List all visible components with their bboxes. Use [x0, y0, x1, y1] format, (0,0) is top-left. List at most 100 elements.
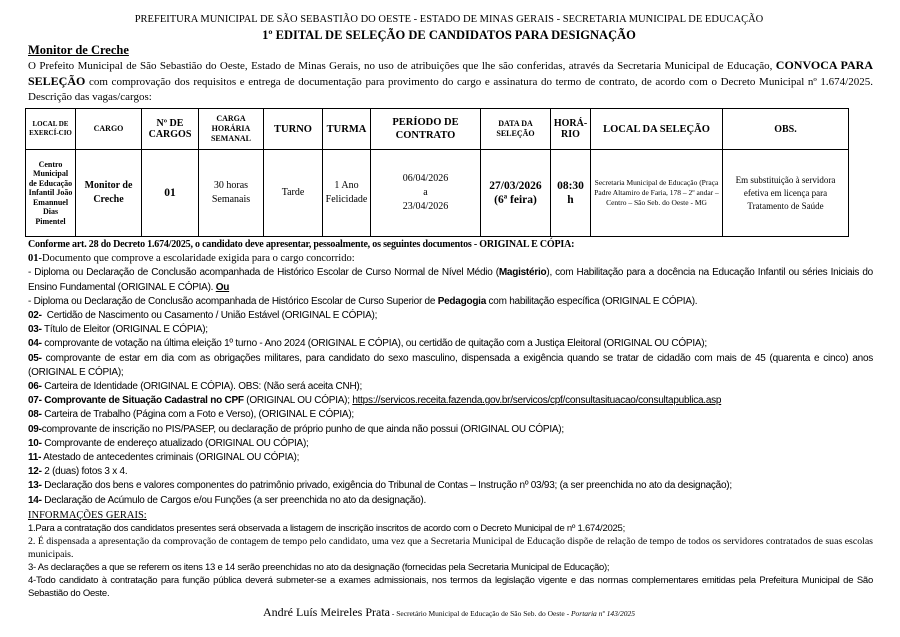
doc-item: 03- Título de Eleitor (ORIGINAL E CÓPIA)…	[28, 323, 873, 337]
document-subtitle: Monitor de Creche	[28, 43, 129, 57]
cell-periodo: 06/04/2026 a 23/04/2026	[370, 149, 481, 237]
doc-item-01: 01-Documento que comprove a escolaridade…	[28, 252, 873, 266]
cell-cargo: Monitor de Creche	[75, 149, 142, 237]
doc-item: 10- Comprovante de endereço atualizado (…	[28, 437, 873, 451]
periodo-fim: 23/04/2026	[402, 201, 449, 212]
info-item: 4-Todo candidato à contratação para funç…	[28, 574, 873, 599]
intro-text-2: com comprovação dos requisitos e entrega…	[28, 76, 873, 103]
col-carga-horaria: CARGA HORÁRIA SEMANAL	[198, 108, 264, 150]
item-text: Carteira de Identidade (ORIGINAL E CÓPIA…	[41, 381, 363, 393]
item-text: Declaração dos bens e valores componente…	[41, 480, 732, 492]
item-text: com habilitação específica (ORIGINAL E C…	[486, 295, 698, 307]
item-number: 10-	[28, 437, 42, 449]
item-number: 02-	[28, 310, 42, 322]
info-title: INFORMAÇÕES GERAIS:	[28, 509, 147, 521]
doc-item-01b: - Diploma ou Declaração de Conclusão aco…	[28, 295, 873, 309]
doc-item: 12- 2 (duas) fotos 3 x 4.	[28, 465, 873, 479]
doc-item: 06- Carteira de Identidade (ORIGINAL E C…	[28, 380, 873, 394]
item-number: 11-	[28, 452, 42, 464]
item-number: 07-	[28, 395, 42, 407]
document-title: 1º EDITAL DE SELEÇÃO DE CANDIDATOS PARA …	[262, 28, 636, 42]
item-text: Declaração de Acúmulo de Cargos e/ou Fun…	[41, 494, 427, 506]
item-text: 2 (duas) fotos 3 x 4.	[41, 466, 128, 478]
col-turno: TURNO	[263, 108, 323, 150]
item-bold: Pedagogia	[437, 295, 487, 307]
cell-obs: Em substituição à servidora efetiva em l…	[722, 149, 849, 237]
item-text: Certidão de Nascimento ou Casamento / Un…	[41, 310, 378, 322]
info-item: 3- As declarações a que se referem os it…	[28, 561, 610, 573]
intro-paragraph: O Prefeito Municipal de São Sebastião do…	[28, 58, 873, 105]
general-information: INFORMAÇÕES GERAIS: 1.Para a contratação…	[28, 509, 873, 600]
doc-item: 08- Carteira de Trabalho (Página com a F…	[28, 408, 873, 422]
signatory-name: André Luís Meireles Prata	[263, 604, 390, 619]
item-text: Documento que comprove a escolaridade ex…	[42, 253, 355, 265]
item-number: 04-	[28, 338, 42, 350]
col-numero-cargos: Nº DE CARGOS	[141, 108, 199, 150]
col-periodo: PERÍODO DE CONTRATO	[370, 108, 481, 150]
col-obs: OBS.	[722, 108, 849, 150]
documents-intro: Conforme art. 28 do Decreto 1.674/2025, …	[28, 239, 575, 250]
doc-item: 14- Declaração de Acúmulo de Cargos e/ou…	[28, 494, 873, 508]
item-text: Carteira de Trabalho (Página com a Foto …	[41, 409, 354, 421]
item-number: 13-	[28, 480, 42, 492]
item-text: Título de Eleitor (ORIGINAL E CÓPIA);	[41, 324, 208, 336]
cell-numero: 01	[141, 149, 199, 237]
doc-item-01a: - Diploma ou Declaração de Conclusão aco…	[28, 266, 873, 294]
item-text: comprovante de estar em dia com as obrig…	[28, 352, 873, 378]
item-text: comprovante de inscrição no PIS/PASEP, o…	[41, 423, 564, 435]
item-text: - Diploma ou Declaração de Conclusão aco…	[28, 267, 499, 279]
documents-list: Conforme art. 28 do Decreto 1.674/2025, …	[28, 238, 873, 508]
cell-horario: 08:30 h	[550, 149, 591, 237]
item-number: 06-	[28, 381, 42, 393]
doc-item: 02- Certidão de Nascimento ou Casamento …	[28, 309, 873, 323]
item-text: Atestado de antecedentes criminais (ORIG…	[41, 452, 300, 464]
cell-turno: Tarde	[263, 149, 323, 237]
doc-item: 13- Declaração dos bens e valores compon…	[28, 479, 873, 493]
col-local-exercicio: LOCAL DE EXERCÍ-CIO	[25, 108, 76, 150]
item-text: Comprovante de endereço atualizado (ORIG…	[41, 437, 309, 449]
periodo-inicio: 06/04/2026	[402, 173, 449, 184]
signatory-role: - Secretário Municipal de Educação de Sã…	[389, 608, 571, 618]
item-bold: Comprovante de Situação Cadastral no CPF	[41, 395, 244, 407]
vacancy-table: LOCAL DE EXERCÍ-CIO CARGO Nº DE CARGOS C…	[25, 108, 849, 237]
cell-data: 27/03/2026 (6ª feira)	[480, 149, 551, 237]
data-selecao: 27/03/2026	[489, 180, 542, 192]
item-number: 12-	[28, 466, 42, 478]
cell-local: Centro Municipal de Educação Infantil Jo…	[25, 149, 76, 237]
col-cargo: CARGO	[75, 108, 142, 150]
col-data-selecao: DATA DA SELEÇÃO	[480, 108, 551, 150]
item-text: (ORIGINAL OU CÓPIA);	[243, 395, 353, 407]
doc-item: 05- comprovante de estar em dia com as o…	[28, 352, 873, 380]
intro-bold: CONVOCA PARA SELEÇÃO	[28, 58, 873, 88]
item-text: comprovante de votação na última eleição…	[41, 338, 707, 350]
item-bold: Magistério	[498, 267, 547, 279]
cell-local-selecao: Secretaria Municipal de Educação (Praça …	[590, 149, 723, 237]
item-text: ), com Habilitação para a docência na Ed…	[28, 267, 873, 293]
table-row: Centro Municipal de Educação Infantil Jo…	[25, 149, 849, 237]
cell-turma: 1 Ano Felicidade	[322, 149, 371, 237]
item-number: 01-	[28, 253, 42, 265]
col-turma: TURMA	[322, 108, 371, 150]
data-dia: (6ª feira)	[494, 194, 537, 206]
cpf-consulta-link[interactable]: https://servicos.receita.fazenda.gov.br/…	[352, 395, 722, 407]
doc-item: 09-comprovante de inscrição no PIS/PASEP…	[28, 423, 873, 437]
item-number: 14-	[28, 494, 42, 506]
item-number: 05-	[28, 352, 42, 364]
col-local-selecao: LOCAL DA SELEÇÃO	[590, 108, 723, 150]
item-number: 03-	[28, 324, 42, 336]
info-item: 2. É dispensada a apresentação da compro…	[28, 535, 873, 560]
info-item: 1.Para a contratação dos candidatos pres…	[28, 522, 625, 534]
intro-text-1: O Prefeito Municipal de São Sebastião do…	[28, 60, 776, 72]
item-number: 08-	[28, 409, 42, 421]
signatory-portaria: Portaria nº 143/2025	[570, 608, 635, 618]
signature: André Luís Meireles Prata - Secretário M…	[25, 604, 873, 621]
col-horario: HORÁ-RIO	[550, 108, 591, 150]
doc-item: 04- comprovante de votação na última ele…	[28, 337, 873, 351]
doc-item-07: 07- Comprovante de Situação Cadastral no…	[28, 394, 873, 408]
item-ou: Ou	[215, 281, 230, 293]
header-prefeitura: PREFEITURA MUNICIPAL DE SÃO SEBASTIÃO DO…	[134, 14, 764, 25]
item-number: 09-	[28, 423, 42, 435]
periodo-sep: a	[423, 187, 428, 198]
item-text: - Diploma ou Declaração de Conclusão aco…	[28, 295, 438, 307]
